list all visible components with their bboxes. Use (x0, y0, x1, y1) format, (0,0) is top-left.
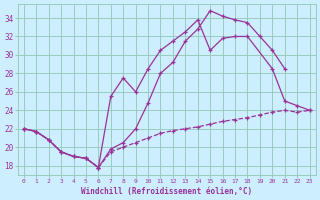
X-axis label: Windchill (Refroidissement éolien,°C): Windchill (Refroidissement éolien,°C) (81, 187, 252, 196)
